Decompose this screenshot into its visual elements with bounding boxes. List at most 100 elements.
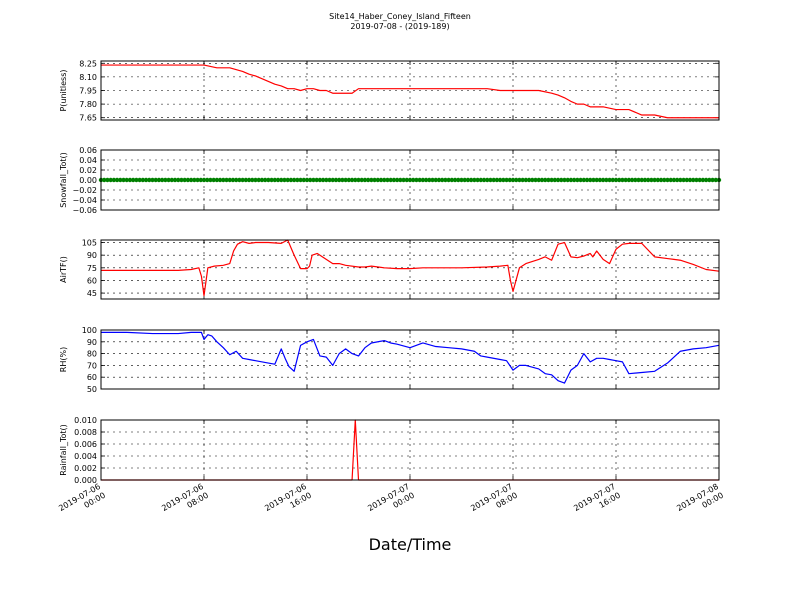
y-tick-label: 7.65 [79, 114, 97, 123]
data-point [298, 177, 303, 183]
data-point [414, 177, 419, 183]
data-point [246, 177, 252, 183]
snowfall-points [98, 177, 722, 183]
y-tick-label: 0.000 [74, 476, 97, 485]
data-point [549, 177, 554, 183]
data-point [462, 177, 467, 183]
data-point [150, 177, 155, 183]
data-point [237, 177, 242, 183]
data-point [584, 177, 590, 183]
data-point [404, 177, 409, 183]
data-point [423, 177, 429, 183]
data-point [359, 177, 364, 183]
data-point [620, 177, 625, 183]
data-point [523, 177, 529, 183]
y-tick-label: 8.25 [79, 59, 97, 68]
data-point [433, 177, 438, 183]
data-point [282, 177, 287, 183]
data-point [320, 177, 326, 183]
data-point [520, 177, 525, 183]
data-point [156, 177, 162, 183]
data-point [102, 177, 107, 183]
y-tick-label: −0.02 [72, 186, 97, 195]
y-tick-label: 7.95 [79, 87, 97, 96]
data-point [324, 177, 329, 183]
data-point [143, 177, 149, 183]
data-point [707, 177, 712, 183]
y-tick-label: 60 [87, 373, 97, 382]
data-point [594, 177, 599, 183]
data-point [459, 177, 464, 183]
data-point [198, 177, 203, 183]
data-point [629, 177, 635, 183]
data-point [211, 177, 216, 183]
y-tick-label: 60 [87, 276, 97, 285]
y-axis-label: Snowfall_Tot() [59, 152, 68, 208]
data-point [105, 177, 110, 183]
data-point [253, 177, 258, 183]
data-point [243, 177, 249, 183]
panel-2: 0.060.040.020.00−0.02−0.04−0.06 Snowfall_… [59, 146, 722, 215]
data-point [250, 177, 255, 183]
data-point [504, 177, 509, 183]
plot-frame [100, 419, 720, 481]
data-point [687, 177, 693, 183]
y-tick-label: 7.80 [79, 100, 97, 109]
data-point [333, 177, 339, 183]
data-point [304, 177, 310, 183]
y-tick-label: 45 [87, 289, 97, 298]
chart-panels: 8.258.107.957.807.65P(unitless)0.060.040… [59, 59, 722, 485]
data-point [217, 177, 223, 183]
y-tick-label: 0.00 [79, 176, 97, 185]
data-point [369, 177, 374, 183]
data-point [562, 177, 567, 183]
y-axis-label: RH(%) [59, 347, 68, 372]
data-point [417, 177, 422, 183]
data-point [668, 177, 673, 183]
plot-frame [100, 239, 720, 300]
data-point [488, 177, 493, 183]
data-point [591, 177, 596, 183]
data-point [565, 177, 570, 183]
panel-3: 105 90 75 60 45 AirTF() [59, 239, 720, 300]
data-point [678, 177, 683, 183]
data-point [639, 177, 644, 183]
data-point [597, 177, 603, 183]
y-tick-label: −0.06 [72, 206, 97, 215]
y-tick-label: 0.008 [74, 428, 97, 437]
data-point [581, 177, 587, 183]
data-point [356, 177, 361, 183]
data-point [456, 177, 461, 183]
data-point [658, 177, 664, 183]
y-tick-label: 75 [87, 264, 97, 273]
data-point [349, 177, 355, 183]
data-point [378, 177, 384, 183]
data-point [372, 177, 377, 183]
data-point [681, 177, 686, 183]
data-point [291, 177, 297, 183]
data-point [398, 177, 403, 183]
data-point [703, 177, 709, 183]
data-point [295, 177, 300, 183]
data-point [308, 177, 313, 183]
data-point [481, 177, 487, 183]
y-tick-label: 0.04 [79, 156, 97, 165]
y-tick-label: 0.02 [79, 166, 97, 175]
data-point [311, 177, 316, 183]
data-point [494, 177, 500, 183]
data-point [227, 177, 232, 183]
data-point [185, 177, 191, 183]
data-point [478, 177, 484, 183]
y-tick-label: 0.002 [74, 464, 97, 473]
data-point [546, 177, 551, 183]
data-point [385, 177, 390, 183]
data-point [221, 177, 226, 183]
data-point [401, 177, 406, 183]
series-line [101, 64, 719, 119]
data-point [575, 177, 580, 183]
